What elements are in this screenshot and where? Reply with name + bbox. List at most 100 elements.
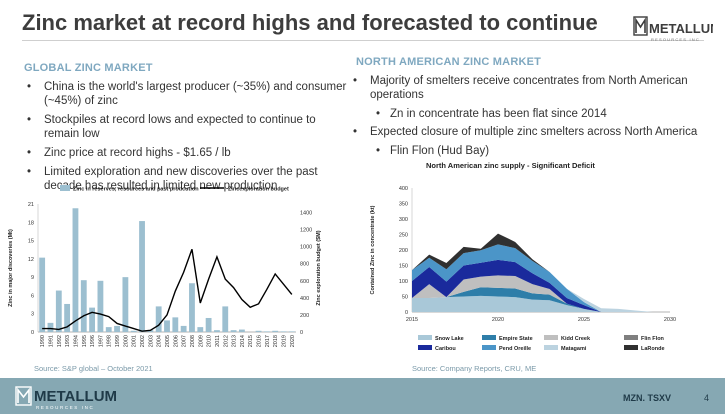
y2-tick-label: 1200 (300, 228, 312, 234)
bar (272, 330, 279, 332)
left-section-heading: GLOBAL ZINC MARKET (24, 62, 153, 74)
y2-tick-label: 800 (300, 262, 309, 268)
y-tick-label: 15 (28, 239, 34, 245)
na-zinc-supply-chart: 0 50 100 150 200 250 300 350 400 2015 2020 2025 2030… (370, 186, 676, 352)
bar (47, 322, 54, 332)
left-bullet: Stockpiles at record lows and expected t… (24, 113, 349, 141)
bar (105, 327, 112, 332)
page-title: Zinc market at record highs and forecast… (22, 10, 598, 35)
legend-swatch (418, 335, 432, 340)
legend-label: Zincexploration budget (228, 187, 289, 193)
legend-label: Caribou (435, 346, 456, 352)
x-tick-label: 2010 (207, 335, 213, 347)
metallum-logo-top: METALLUM RESOURCES INC (633, 16, 713, 42)
legend-label: Flin Flon (641, 336, 665, 342)
bar (230, 330, 237, 332)
y-tick-label: 9 (31, 275, 34, 281)
y-tick-label: 18 (28, 220, 34, 226)
legend-label: LaRonde (641, 346, 665, 352)
y2-tick-label: 400 (300, 296, 309, 302)
title-divider (22, 40, 704, 41)
right-bullet: Majority of smelters receive concentrate… (350, 74, 722, 102)
y-tick-label: 100 (399, 279, 408, 285)
x-tick-label: 2020 (290, 335, 296, 347)
bar (122, 277, 129, 332)
bar (114, 325, 120, 332)
logo-tagline: RESOURCES INC (36, 405, 94, 410)
x-tick-label: 2019 (282, 335, 288, 347)
y2-tick-label: 200 (300, 313, 309, 319)
legend-swatch (418, 345, 432, 350)
bar (147, 330, 154, 332)
bar (280, 331, 287, 332)
bar (205, 317, 212, 332)
y-tick-label: 12 (28, 257, 34, 263)
bar (89, 307, 96, 332)
y-tick-label: 150 (399, 264, 408, 270)
area-empire-state (412, 287, 670, 312)
ticker-label: MZN. TSXV (623, 393, 672, 403)
x-tick-label: 2018 (273, 335, 279, 347)
exploration-budget-line (42, 248, 293, 332)
right-bullet: Expected closure of multiple zinc smelte… (350, 125, 722, 139)
right-sub-bullet: Zn in concentrate has been flat since 20… (350, 107, 722, 121)
legend-swatch (624, 345, 638, 350)
x-tick-label: 2017 (265, 335, 271, 347)
x-tick-label: 2007 (182, 335, 188, 347)
right-source: Source: Company Reports, CRU, ME (412, 364, 537, 373)
y2-tick-label: 0 (300, 330, 303, 336)
bar (263, 331, 270, 332)
left-bullet: Zinc price at record highs - $1.65 / lb (24, 146, 349, 160)
bar (214, 330, 220, 332)
bar (64, 303, 71, 332)
x-tick-label: 1999 (115, 335, 121, 347)
x-tick-label: 1991 (48, 335, 54, 347)
x-tick-label: 2009 (198, 335, 204, 347)
bar (130, 330, 137, 332)
y-tick-label: 400 (399, 186, 408, 192)
bar (255, 330, 262, 332)
bar (72, 208, 79, 332)
x-tick-label: 2013 (232, 335, 238, 347)
legend-swatch (544, 335, 558, 340)
area-pend-oreille (412, 244, 670, 312)
left-bullet: Limited exploration and new discoveries … (24, 165, 349, 193)
right-section-heading: NORTH AMERICAN ZINC MARKET (356, 56, 542, 68)
x-tick-label: 2000 (123, 335, 129, 347)
x-tick-label: 2006 (173, 335, 179, 347)
legend-swatch (60, 185, 70, 191)
y-tick-label: 3 (31, 312, 34, 318)
y-axis-label: Contained Zinc in concentrate (kt) (370, 205, 376, 294)
y-tick-label: 350 (399, 202, 408, 208)
chart-title: North American zinc supply - Significant… (426, 161, 595, 170)
x-tick-label: 2004 (157, 335, 163, 347)
area-caribou (412, 259, 670, 312)
right-bullet-list: Majority of smelters receive concentrate… (350, 74, 722, 162)
y-tick-label: 0 (31, 330, 34, 336)
bar (155, 306, 162, 332)
x-tick-label: 2015 (248, 335, 254, 347)
x-tick-label: 1995 (82, 335, 88, 347)
left-bullet-list: China is the world's largest producer (~… (24, 80, 349, 198)
area-kidd-creek (412, 275, 670, 312)
x-tick-label: 2002 (140, 335, 146, 347)
x-tick-label: 2012 (223, 335, 229, 347)
y-axis-label: Zinc in major discoveries (Mt) (8, 229, 14, 307)
bar (238, 329, 245, 332)
left-source: Source: S&P global – October 2021 (34, 364, 153, 373)
y2-tick-label: 1000 (300, 245, 312, 251)
area-snow-lake (412, 295, 670, 312)
x-tick-label: 2030 (664, 317, 676, 323)
x-tick-label: 1996 (90, 335, 96, 347)
x-tick-label: 2011 (215, 335, 221, 347)
legend-label: Zinc in reserves, resources and past pro… (73, 187, 199, 193)
x-tick-label: 2008 (190, 335, 196, 347)
legend-swatch (544, 345, 558, 350)
x-tick-label: 1990 (40, 335, 46, 347)
x-tick-label: 2025 (578, 317, 590, 323)
legend-swatch (482, 345, 496, 350)
bar (180, 325, 187, 332)
x-tick-label: 1997 (98, 335, 104, 347)
x-tick-label: 2001 (132, 335, 138, 347)
y-tick-label: 6 (31, 293, 34, 299)
